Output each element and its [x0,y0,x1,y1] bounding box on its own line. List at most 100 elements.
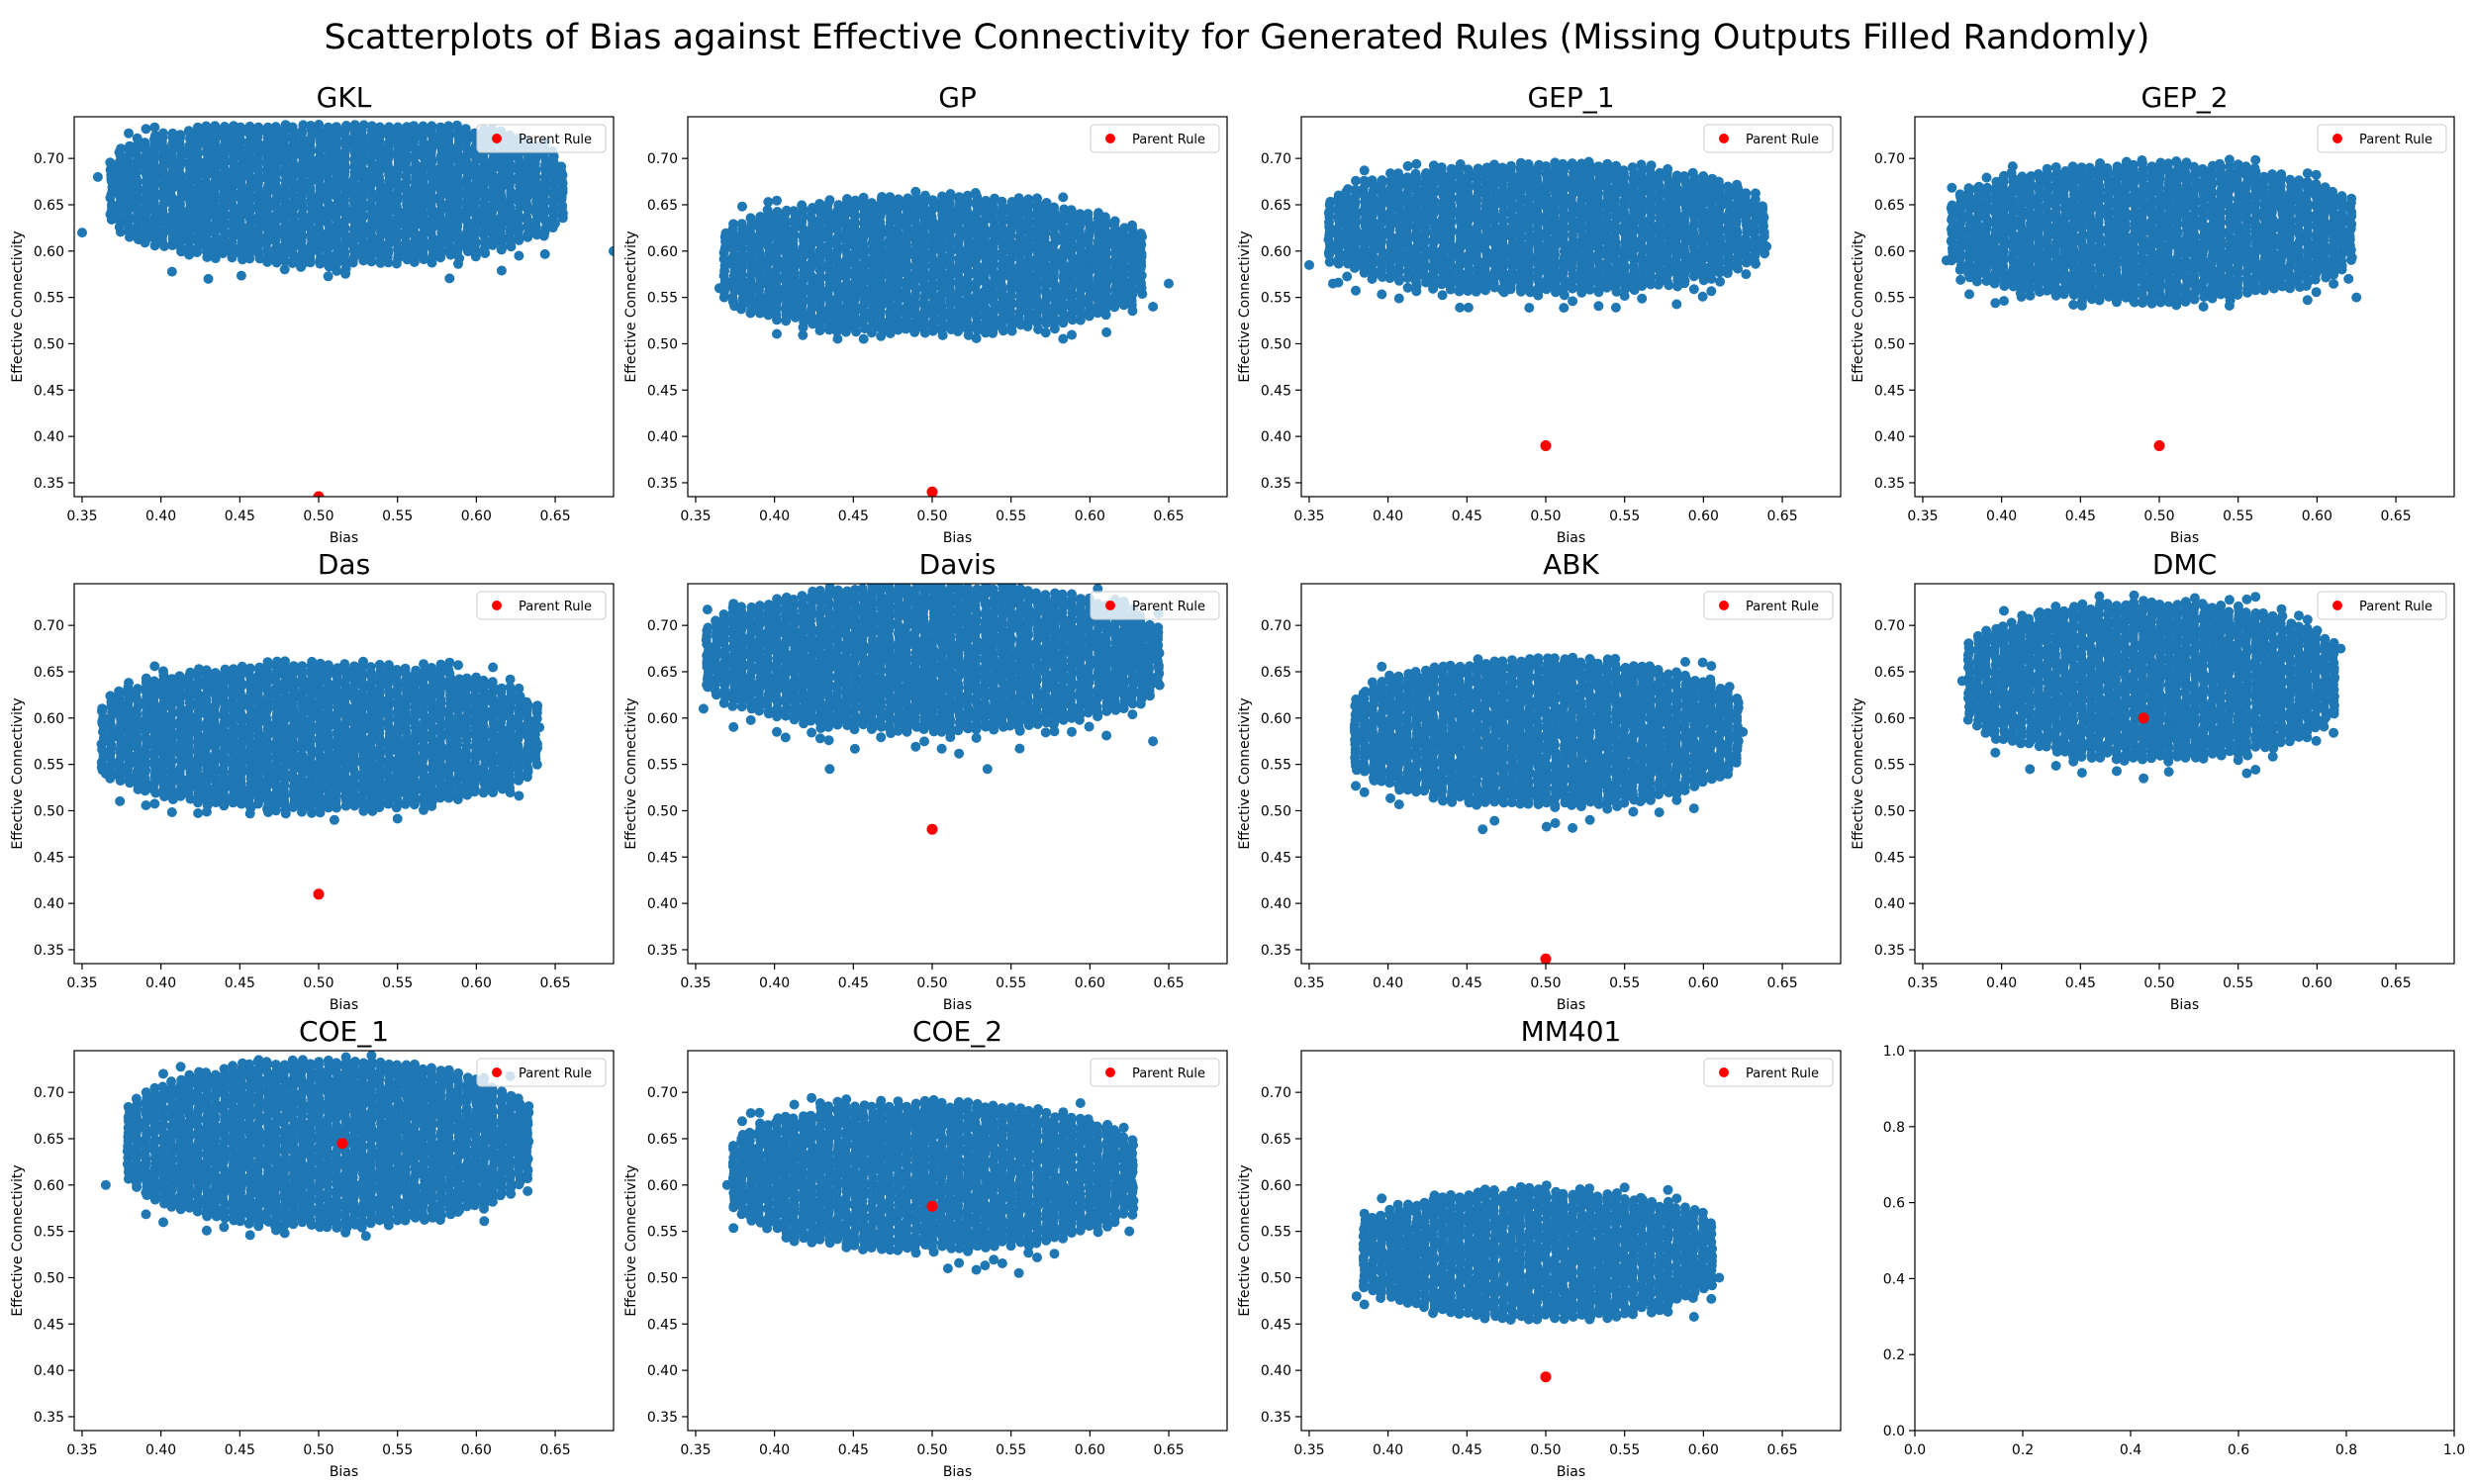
data-point [962,190,973,201]
data-point [1402,282,1413,293]
legend-label: Parent Rule [1132,133,1205,147]
data-point [755,212,766,222]
data-point [1973,181,1984,192]
x-tick-label: 0.60 [1688,509,1719,524]
data-point [970,188,981,198]
y-axis-label: Effective Connectivity [1851,231,1866,382]
data-point [1567,158,1577,169]
data-point [236,270,246,281]
data-point [1049,202,1060,213]
y-tick-label: 0.45 [34,383,64,399]
data-point [1741,188,1752,199]
y-tick-label: 0.70 [34,151,64,167]
y-tick-label: 0.40 [1874,429,1905,445]
x-tick-label: 0.45 [2065,509,2096,524]
data-point [1637,293,1648,304]
data-point [866,198,877,209]
y-tick-label: 0.55 [34,291,64,307]
data-point [418,121,428,132]
data-point [2017,171,2028,182]
subplot-title: GEP_2 [2141,81,2228,114]
parent-rule-point [926,486,938,497]
data-point [833,200,844,211]
figure-title: Scatterplots of Bias against Effective C… [324,18,2150,57]
data-point [1013,193,1024,204]
data-point [1109,216,1120,227]
data-point [1473,163,1483,174]
x-tick-label: 0.40 [145,509,176,524]
data-point [1610,302,1621,313]
data-point [1333,190,1344,201]
x-tick-label: 0.55 [996,509,1026,524]
data-point [1343,184,1354,195]
legend-label: Parent Rule [1746,133,1819,147]
data-point [105,157,116,168]
data-point [1402,172,1413,183]
legend: Parent Rule [1090,124,1220,153]
data-point [1697,291,1708,302]
data-point [1687,167,1698,178]
subplot-title: GEP_1 [1527,81,1614,114]
y-tick-label: 0.45 [1874,383,1905,399]
x-tick-label: 0.65 [539,509,570,524]
data-point [236,122,245,133]
x-tick-label: 0.45 [838,509,869,524]
data-point [270,122,281,133]
data-point [1706,286,1717,297]
data-point [1351,175,1361,186]
data-point [1324,256,1335,267]
x-tick-label: 0.50 [1530,509,1561,524]
data-point [1963,183,1974,194]
data-point [514,250,524,261]
data-point [1127,306,1138,317]
data-point [2050,162,2061,172]
data-point-outlier [1148,302,1159,312]
data-point [1947,200,1957,211]
data-point [1732,179,1743,190]
data-point [1627,162,1638,173]
x-tick-label: 0.60 [1075,509,1105,524]
data-point-outlier [1761,241,1772,252]
data-point [244,121,255,132]
y-tick-label: 0.50 [647,336,678,352]
data-point [1099,212,1110,223]
data-point [850,195,861,206]
data-point [1342,271,1353,282]
data-point [1671,170,1682,181]
axes-frame [73,116,615,498]
data-point [745,213,756,224]
y-tick-label: 0.55 [1261,291,1291,307]
data-point [366,121,377,132]
data-point [287,122,298,133]
data-point-outlier [609,245,614,256]
x-axis-label: Bias [943,530,972,546]
data-point [1385,168,1395,179]
x-tick-label: 0.55 [382,509,413,524]
data-point [1583,156,1594,167]
data-point [132,133,143,143]
data-point [175,130,186,140]
data-points [714,186,1174,497]
data-point [1428,160,1439,171]
data-point [210,121,221,132]
data-point [1359,165,1370,176]
data-point [910,186,921,197]
data-point [885,192,896,203]
data-point [435,122,446,133]
data-point [781,205,792,216]
data-point [797,200,808,211]
y-tick-label: 0.40 [1261,429,1291,445]
y-tick-label: 0.45 [647,383,678,399]
data-point [1367,175,1378,186]
data-point [358,120,369,131]
data-point [1636,159,1647,170]
data-point [1083,209,1094,220]
legend: Parent Rule [1703,124,1834,153]
data-point [443,121,454,132]
data-point [858,333,869,344]
y-tick-label: 0.35 [647,476,678,492]
data-point [1618,165,1629,176]
axes-frame [687,116,1228,498]
data-point [2060,166,2071,176]
data-point [737,201,747,212]
